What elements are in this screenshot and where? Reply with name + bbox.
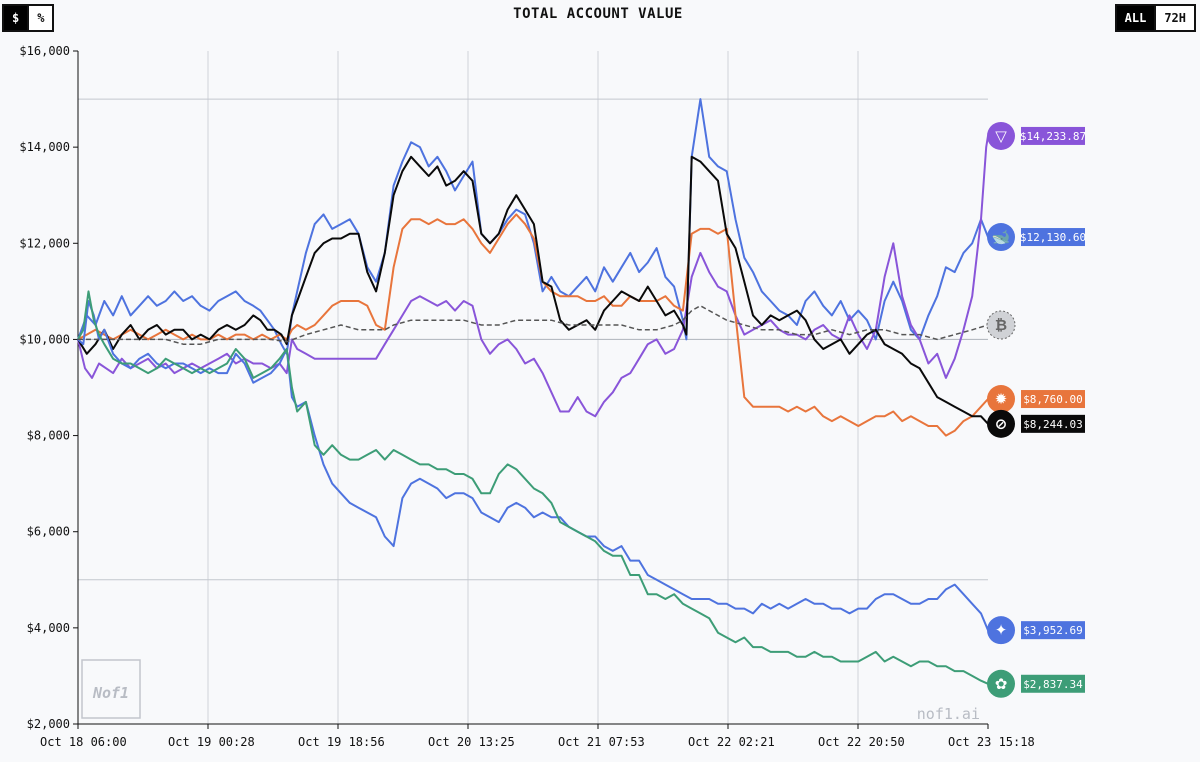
icon-badge — [987, 121, 1015, 150]
sunburst-icon: ✹ — [987, 385, 1015, 414]
triangle-logo-icon: ▽ — [987, 121, 1015, 150]
end-value-badge — [1021, 674, 1085, 693]
icon-glyph: ₿ — [995, 316, 1007, 334]
slashed-circle-icon: ⊘ — [987, 409, 1015, 438]
x-tick-label: Oct 22 20:50 — [818, 735, 905, 749]
y-tick-label: $6,000 — [27, 525, 70, 539]
watermark-logo-text: Nof1 — [92, 684, 129, 702]
y-tick-label: $16,000 — [19, 44, 70, 58]
bitcoin-icon: ₿ — [986, 310, 1016, 340]
series-line — [77, 98, 989, 355]
end-value-badge — [1021, 126, 1085, 145]
watermark-border — [81, 659, 141, 719]
unit-dollar-button[interactable]: $ — [4, 6, 28, 30]
chart-title: TOTAL ACCOUNT VALUE — [513, 6, 683, 22]
series-line — [77, 213, 989, 437]
y-tick-label: $10,000 — [19, 332, 70, 346]
icon-badge — [987, 223, 1015, 252]
y-tick-label: $4,000 — [27, 621, 70, 635]
end-value-label: $8,760.00 — [1023, 393, 1083, 406]
unit-percent-button[interactable]: % — [27, 6, 52, 30]
icon-badge — [987, 669, 1015, 698]
series-line — [77, 135, 989, 418]
series-line — [77, 300, 989, 631]
series-line — [77, 155, 989, 425]
x-tick-label: Oct 22 02:21 — [688, 735, 775, 749]
series-line — [78, 305, 989, 345]
icon-badge — [986, 310, 1016, 340]
openai-knot-icon: ✿ — [987, 669, 1015, 698]
range-all-button[interactable]: ALL — [1116, 6, 1155, 30]
range-72h-button[interactable]: 72H — [1154, 6, 1194, 30]
y-tick-label: $2,000 — [27, 717, 70, 731]
x-tick-label: Oct 18 06:00 — [40, 735, 127, 749]
icon-badge — [987, 616, 1015, 645]
icon-glyph: ✹ — [995, 390, 1008, 408]
end-value-badge — [1021, 228, 1085, 247]
x-tick-label: Oct 20 13:25 — [428, 735, 515, 749]
end-value-label: $12,130.60 — [1020, 231, 1086, 244]
x-tick-label: Oct 23 15:18 — [948, 735, 1035, 749]
range-toggle: ALL 72H — [1114, 4, 1196, 32]
y-tick-label: $14,000 — [19, 140, 70, 154]
icon-glyph: ✿ — [995, 675, 1008, 693]
nof1-watermark-logo: Nof1 — [81, 659, 141, 719]
unit-toggle: $ % — [2, 4, 55, 32]
series-line — [77, 290, 989, 685]
icon-glyph: ▽ — [995, 127, 1007, 145]
end-value-label: $3,952.69 — [1023, 624, 1083, 637]
end-value-label: $14,233.87 — [1020, 130, 1086, 143]
end-value-badge — [1021, 414, 1085, 433]
x-tick-label: Oct 21 07:53 — [558, 735, 645, 749]
y-tick-label: $8,000 — [27, 429, 70, 443]
x-tick-label: Oct 19 18:56 — [298, 735, 385, 749]
sparkle-icon: ✦ — [987, 616, 1015, 645]
y-tick-label: $12,000 — [19, 236, 70, 250]
icon-glyph: ⊘ — [995, 415, 1008, 433]
icon-glyph: 🐋 — [992, 228, 1011, 246]
x-tick-label: Oct 19 00:28 — [168, 735, 255, 749]
watermark-site-text: nof1.ai — [917, 705, 980, 723]
whale-icon: 🐋 — [987, 223, 1015, 252]
icon-glyph: ✦ — [995, 621, 1008, 639]
end-value-label: $2,837.34 — [1023, 678, 1083, 691]
end-value-badge — [1021, 621, 1085, 640]
icon-badge — [987, 409, 1015, 438]
icon-badge — [987, 385, 1015, 414]
end-value-badge — [1021, 390, 1085, 409]
end-value-label: $8,244.03 — [1023, 418, 1083, 431]
